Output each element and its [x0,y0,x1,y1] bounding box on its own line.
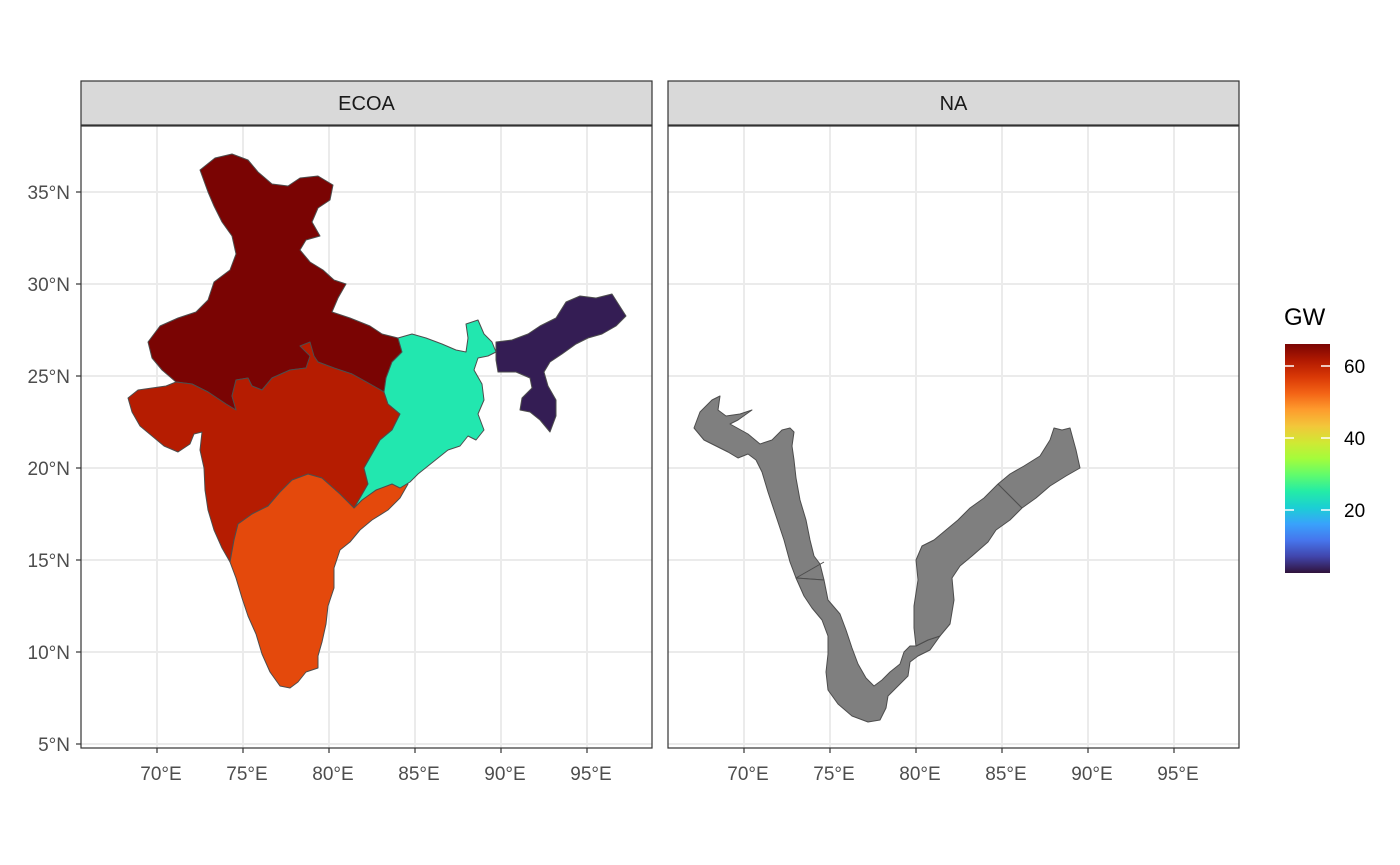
x-tick-label: 70°E [727,764,768,785]
legend-tick-label: 20 [1344,501,1365,522]
x-tick-label: 80°E [899,764,940,785]
x-axis-ticks-ecoa [156,748,588,753]
region-western-coastal-zone [693,395,825,581]
x-tick-label: 95°E [570,764,611,785]
region-north-eastern [495,293,627,433]
facet-strip-ecoa [80,80,653,126]
legend-ticks [1285,365,1330,511]
facet-strip-label-ecoa: ECOA [338,93,395,115]
x-tick-label: 90°E [1071,764,1112,785]
y-axis-ticks [76,191,81,745]
legend-tick-label: 40 [1344,429,1365,450]
x-tick-label: 75°E [226,764,267,785]
y-tick-label: 15°N [28,551,70,572]
legend-colorbar [1285,344,1330,573]
coastal-zone-divider-west-south [795,561,825,579]
y-tick-label: 25°N [28,367,70,388]
x-tick-label: 75°E [813,764,854,785]
region-southern [229,473,409,689]
x-axis-ecoa: 70°E 75°E 80°E 85°E 90°E 95°E [140,748,612,785]
legend-tick-label: 60 [1344,357,1365,378]
legend: GW 20 40 60 [1284,304,1365,573]
x-axis-na: 70°E 75°E 80°E 85°E 90°E 95°E [727,748,1199,785]
facet-strip-label-na: NA [940,93,968,115]
region-eastern [353,319,497,509]
y-tick-label: 30°N [28,275,70,296]
facet-ecoa: ECOA [80,80,653,749]
coastal-zone-divider-east [997,483,1023,509]
y-tick-label: 20°N [28,459,70,480]
legend-title: GW [1284,304,1326,331]
panel-na [668,126,1239,748]
y-tick-label: 35°N [28,183,70,204]
x-tick-label: 80°E [312,764,353,785]
region-eastern-coastal-zone [913,427,1081,647]
panel-border-na [667,125,1240,749]
x-tick-label: 90°E [484,764,525,785]
y-tick-label: 5°N [38,735,70,756]
x-tick-label: 85°E [985,764,1026,785]
region-southern-coastal-zone [795,577,941,723]
y-tick-label: 10°N [28,643,70,664]
y-axis: 5°N 10°N 15°N 20°N 25°N 30°N 35°N [28,183,81,756]
x-tick-label: 95°E [1157,764,1198,785]
x-tick-label: 70°E [140,764,181,785]
x-axis-ticks-na [743,748,1175,753]
region-map-ecoa [127,153,627,689]
region-map-na [693,395,1081,723]
panel-border-ecoa [80,125,653,749]
facet-na: NA [667,80,1240,749]
x-tick-label: 85°E [398,764,439,785]
facet-strip-na [667,80,1240,126]
